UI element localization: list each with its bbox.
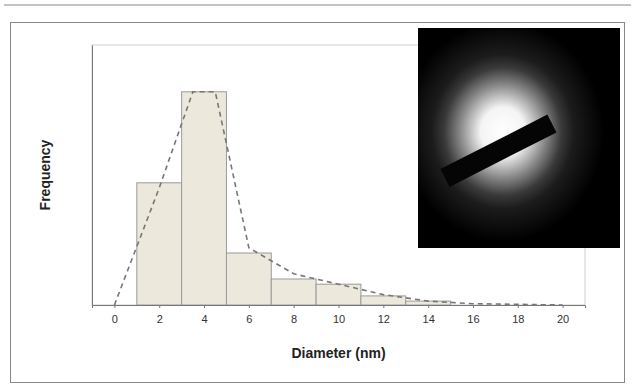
histogram-bar	[182, 92, 227, 305]
x-tick: 20	[557, 305, 569, 325]
x-tick: 2	[157, 305, 163, 325]
x-tick-mark	[249, 305, 250, 308]
x-tick: 10	[333, 305, 345, 325]
x-tick-label: 8	[291, 313, 297, 325]
x-tick-mark	[563, 305, 564, 308]
x-tick-label: 18	[512, 313, 524, 325]
x-tick-label: 20	[557, 313, 569, 325]
inset-image	[418, 28, 620, 248]
x-tick-mark	[428, 305, 429, 308]
x-tick-label: 12	[378, 313, 390, 325]
x-tick-label: 0	[112, 313, 118, 325]
beam-stop	[440, 115, 556, 187]
x-tick-mark	[473, 305, 474, 308]
x-tick: 14	[423, 305, 435, 325]
x-tick-mark	[383, 305, 384, 308]
chart: 0 2 4 6 8 10 12 14 16 18 20 Diameter (nm) Frequency	[0, 0, 635, 387]
x-tick-label: 10	[333, 313, 345, 325]
y-axis-title: Frequency	[37, 139, 53, 210]
histogram-bar	[137, 183, 182, 305]
x-tick: 0	[112, 305, 118, 325]
x-axis-line	[93, 306, 586, 309]
top-rule	[4, 5, 631, 6]
x-tick-mark	[204, 305, 205, 308]
x-tick: 4	[201, 305, 207, 325]
x-tick-label: 2	[157, 313, 163, 325]
x-axis: 0 2 4 6 8 10 12 14 16 18 20	[93, 305, 586, 325]
x-tick-label: 16	[467, 313, 479, 325]
x-tick-mark	[518, 305, 519, 308]
x-tick-label: 14	[423, 313, 435, 325]
y-axis-line	[92, 46, 93, 306]
panel-frame	[11, 23, 625, 383]
x-tick-mark	[114, 305, 115, 308]
x-tick: 16	[467, 305, 479, 325]
x-tick-label: 6	[246, 313, 252, 325]
x-tick-mark	[339, 305, 340, 308]
histogram-bar	[271, 279, 316, 305]
x-tick: 18	[512, 305, 524, 325]
x-axis-title: Diameter (nm)	[291, 345, 385, 361]
x-tick: 8	[291, 305, 297, 325]
x-tick: 12	[378, 305, 390, 325]
histogram-bar	[226, 253, 271, 305]
x-tick: 6	[246, 305, 252, 325]
x-tick-mark	[294, 305, 295, 308]
x-tick-label: 4	[201, 313, 207, 325]
inset-diffraction	[418, 28, 620, 248]
y-axis	[92, 46, 93, 306]
x-tick-mark	[159, 305, 160, 308]
